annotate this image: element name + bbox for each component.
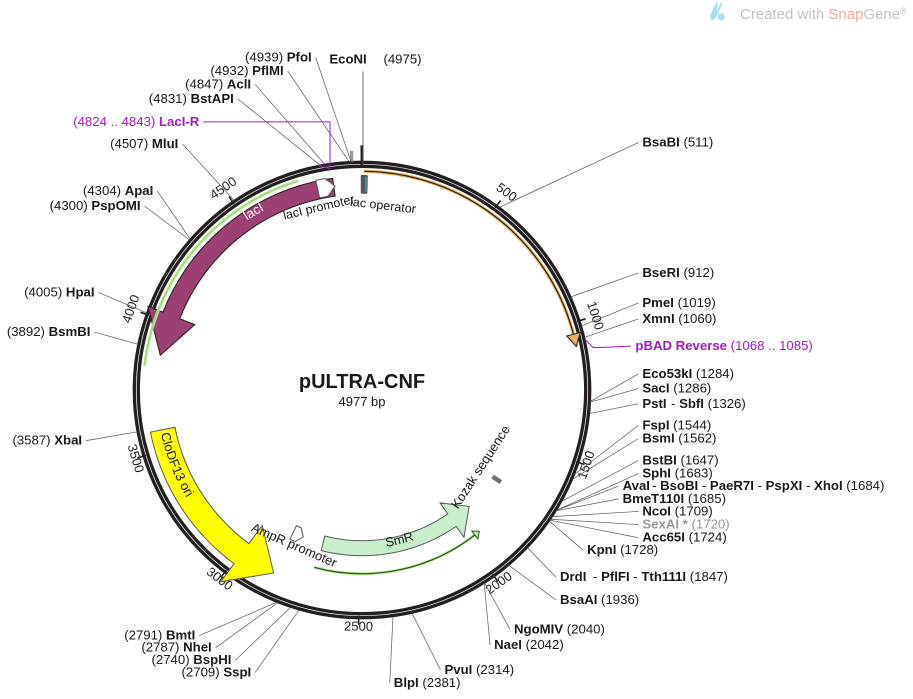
svg-text:pBAD Reverse (1068 .. 1085): pBAD Reverse (1068 .. 1085)	[635, 338, 812, 353]
svg-text:(4975): (4975)	[383, 52, 421, 67]
svg-text:PstI: PstI	[642, 396, 666, 411]
svg-text:(4831) BstAPI: (4831) BstAPI	[149, 91, 234, 106]
svg-text:BsmI (1562): BsmI (1562)	[642, 431, 716, 446]
svg-text:- PflFI - Tth111I (1847): - PflFI - Tth111I (1847)	[593, 569, 728, 584]
svg-text:BlpI (2381): BlpI (2381)	[394, 675, 461, 690]
svg-text:NaeI (2042): NaeI (2042)	[494, 637, 564, 652]
svg-text:(3587) XbaI: (3587) XbaI	[12, 433, 82, 448]
svg-text:NgoMIV (2040): NgoMIV (2040)	[514, 622, 605, 637]
svg-text:BsaBI (511): BsaBI (511)	[642, 135, 713, 150]
svg-text:EcoNI: EcoNI	[329, 52, 366, 67]
svg-text:pULTRA-CNF: pULTRA-CNF	[299, 371, 425, 393]
svg-text:(4507) MluI: (4507) MluI	[110, 136, 178, 151]
svg-text:4977 bp: 4977 bp	[339, 394, 386, 409]
svg-text:XmnI (1060): XmnI (1060)	[642, 311, 716, 326]
svg-text:- SbfI (1326): - SbfI (1326)	[671, 396, 746, 411]
svg-text:(4847) AclI: (4847) AclI	[185, 76, 251, 91]
svg-text:(2709) SspI: (2709) SspI	[182, 664, 252, 679]
svg-text:(3892) BsmBI: (3892) BsmBI	[7, 324, 91, 339]
svg-text:SacI (1286): SacI (1286)	[642, 381, 711, 396]
svg-text:(4005) HpaI: (4005) HpaI	[24, 284, 94, 299]
svg-text:BsaAI (1936): BsaAI (1936)	[560, 592, 639, 607]
svg-text:(4300) PspOMI: (4300) PspOMI	[50, 198, 141, 213]
svg-text:(4304) ApaI: (4304) ApaI	[83, 183, 153, 198]
svg-text:KpnI (1728): KpnI (1728)	[587, 542, 658, 557]
svg-text:(4824 .. 4843) LacI-R: (4824 .. 4843) LacI-R	[73, 114, 200, 129]
svg-text:2500: 2500	[344, 618, 373, 633]
svg-text:PmeI (1019): PmeI (1019)	[642, 295, 715, 310]
svg-text:DrdI: DrdI	[560, 569, 586, 584]
svg-text:Eco53kI (1284): Eco53kI (1284)	[642, 366, 734, 381]
svg-text:Created with SnapGene®: Created with SnapGene®	[740, 6, 907, 23]
svg-text:BseRI (912): BseRI (912)	[642, 265, 714, 280]
